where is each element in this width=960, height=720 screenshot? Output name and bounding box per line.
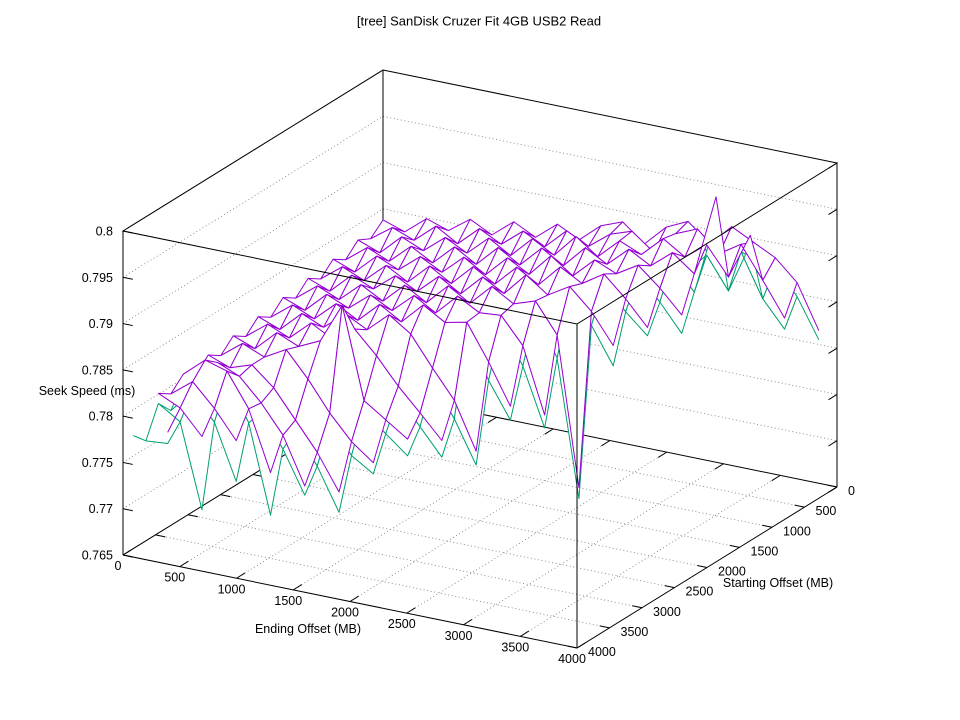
x-tick-label: 3000 — [445, 629, 473, 643]
y-axis-label: Starting Offset (MB) — [722, 576, 834, 590]
y-tick-label: 2000 — [718, 565, 746, 579]
z-tick-label: 0.795 — [82, 271, 113, 285]
y-tick-label: 4000 — [588, 645, 616, 659]
x-axis-label: Ending Offset (MB) — [254, 622, 362, 636]
y-tick-label: 3000 — [653, 605, 681, 619]
y-tick-label: 0 — [848, 484, 855, 498]
x-tick-label: 3500 — [501, 640, 529, 654]
chart-title: [tree] SanDisk Cruzer Fit 4GB USB2 Read — [356, 13, 602, 29]
z-tick-label: 0.785 — [82, 363, 113, 377]
z-tick-label: 0.8 — [96, 225, 113, 239]
z-tick-label: 0.775 — [82, 456, 113, 470]
y-tick-label: 2500 — [686, 585, 714, 599]
z-tick-label: 0.78 — [89, 410, 113, 424]
z-axis-label: Seek Speed (ms) — [38, 384, 136, 398]
x-tick-label: 1500 — [274, 594, 302, 608]
z-tick-label: 0.79 — [89, 317, 113, 331]
z-tick-label: 0.765 — [82, 549, 113, 563]
y-tick-label: 1000 — [783, 524, 811, 538]
y-tick-label: 3500 — [621, 625, 649, 639]
x-tick-label: 4000 — [558, 652, 586, 666]
y-tick-label: 1500 — [751, 544, 779, 558]
x-tick-label: 2000 — [331, 606, 359, 620]
x-tick-label: 2500 — [388, 617, 416, 631]
x-tick-label: 500 — [164, 571, 185, 585]
y-tick-label: 500 — [816, 504, 837, 518]
z-tick-label: 0.77 — [89, 502, 113, 516]
x-tick-label: 0 — [115, 559, 122, 573]
x-tick-label: 1000 — [218, 582, 246, 596]
